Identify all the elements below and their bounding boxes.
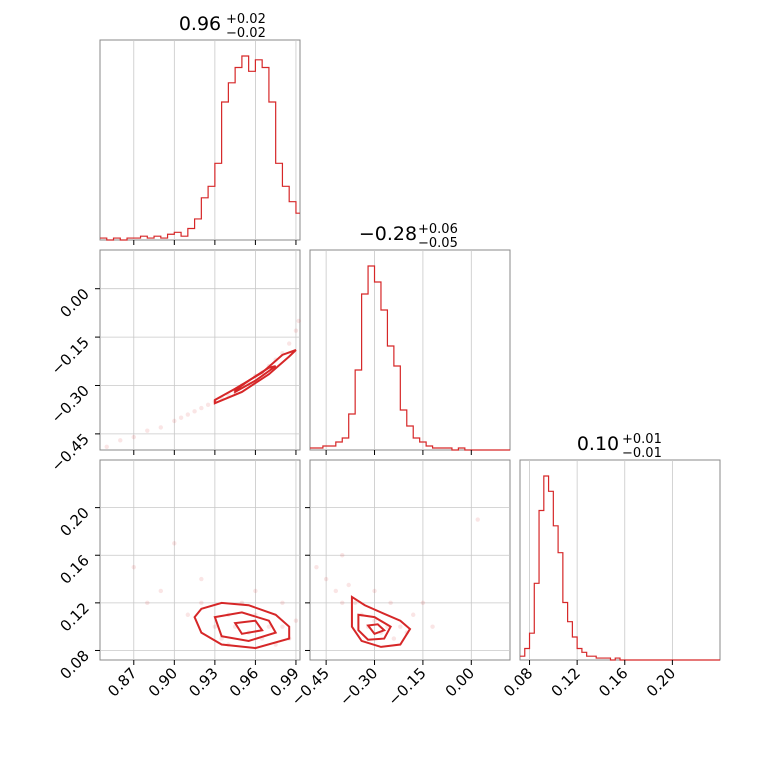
sample-point-1-2-16 bbox=[430, 624, 435, 629]
title-param-2-plus: +0.01 bbox=[622, 432, 662, 447]
sample-point-0-2-21 bbox=[280, 600, 285, 606]
contour-0-2-2 bbox=[233, 619, 264, 635]
sample-point-0-2-5 bbox=[212, 624, 218, 629]
sample-point-1-2-5 bbox=[352, 600, 358, 606]
sample-point-0-1-22 bbox=[286, 341, 292, 346]
x-tick-label-0-1: 0.90 bbox=[145, 664, 181, 700]
sample-point-1-2-17 bbox=[340, 553, 345, 558]
sample-point-0-2-17 bbox=[293, 618, 299, 623]
x-tick-label-0-0: 0.87 bbox=[104, 664, 140, 700]
sample-point-0-1-9 bbox=[199, 405, 204, 411]
x-tick-label-2-1: 0.12 bbox=[548, 664, 584, 700]
x-tick-label-1-2: −0.15 bbox=[384, 664, 429, 709]
plot-layer: 0.87 0.90 0.93 0.96 0.99−0.45 −0.30 −0.15 0.00 0… bbox=[48, 40, 720, 709]
sample-point-0-1-0 bbox=[104, 444, 109, 449]
sample-point-1-2-12 bbox=[398, 624, 403, 629]
y-tick-label-2-2: 0.16 bbox=[56, 551, 92, 587]
title-param-2-minus: −0.01 bbox=[622, 446, 662, 461]
sample-point-0-1-2 bbox=[131, 434, 136, 440]
title-param-2: 0.10 bbox=[577, 433, 619, 455]
sample-point-0-1-24 bbox=[296, 318, 301, 324]
sample-point-0-2-13 bbox=[266, 624, 272, 629]
sample-point-0-2-4 bbox=[199, 600, 204, 606]
sample-point-1-2-2 bbox=[333, 588, 339, 594]
sample-point-0-2-20 bbox=[253, 588, 258, 594]
contour-1-2-0 bbox=[350, 595, 412, 648]
sample-point-0-1-3 bbox=[145, 428, 150, 433]
sample-point-0-1-4 bbox=[158, 425, 164, 430]
sample-point-0-2-6 bbox=[219, 636, 224, 641]
x-tick-label-1-1: −0.30 bbox=[336, 664, 381, 709]
sample-point-0-1-10 bbox=[205, 402, 211, 408]
sample-point-1-2-15 bbox=[420, 600, 426, 606]
sample-point-0-1-8 bbox=[192, 409, 197, 414]
sample-point-0-1-23 bbox=[293, 328, 299, 333]
sample-point-0-2-2 bbox=[158, 588, 164, 594]
sample-point-0-1-7 bbox=[185, 412, 191, 417]
x-tick-label-0-2: 0.93 bbox=[185, 664, 221, 700]
y-tick-label-2-0: 0.08 bbox=[56, 647, 92, 683]
histogram-2 bbox=[520, 475, 720, 661]
sample-point-0-2-0 bbox=[131, 564, 136, 570]
y-tick-label-1-2: −0.15 bbox=[48, 333, 93, 378]
panel-hist-0 bbox=[99, 39, 301, 241]
title-param-0-minus: −0.02 bbox=[226, 26, 266, 41]
sample-point-0-1-5 bbox=[172, 418, 177, 424]
title-param-0: 0.96 bbox=[179, 13, 221, 35]
sample-point-1-2-4 bbox=[346, 582, 351, 588]
sample-point-1-2-14 bbox=[411, 612, 416, 617]
panel-2d-0-1 bbox=[99, 249, 301, 451]
panel-2d-1-2 bbox=[309, 459, 511, 661]
sample-point-1-2-3 bbox=[340, 600, 345, 606]
contour-0-2-1 bbox=[213, 611, 278, 642]
contour-0-1-1 bbox=[234, 365, 277, 394]
sample-point-1-2-19 bbox=[388, 600, 393, 606]
sample-point-1-2-18 bbox=[372, 588, 377, 594]
x-tick-label-2-3: 0.20 bbox=[643, 664, 679, 700]
title-param-1-plus: +0.06 bbox=[418, 222, 458, 237]
contour-0-2-0 bbox=[193, 601, 291, 650]
sample-point-0-2-15 bbox=[280, 624, 285, 629]
title-param-1-minus: −0.05 bbox=[418, 236, 458, 251]
x-tick-label-2-0: 0.08 bbox=[500, 664, 536, 700]
x-tick-label-0-3: 0.96 bbox=[226, 664, 262, 700]
y-tick-label-2-3: 0.20 bbox=[56, 504, 92, 540]
sample-point-1-2-0 bbox=[314, 564, 319, 570]
panel-2d-0-2 bbox=[99, 459, 301, 661]
panel-hist-2 bbox=[519, 459, 721, 661]
y-tick-label-1-1: −0.30 bbox=[48, 382, 93, 427]
sample-point-1-2-11 bbox=[391, 636, 397, 641]
y-tick-label-1-3: 0.00 bbox=[56, 285, 92, 321]
sample-point-1-2-8 bbox=[372, 618, 377, 623]
x-tick-label-1-3: 0.00 bbox=[442, 664, 478, 700]
title-param-0-plus: +0.02 bbox=[226, 12, 266, 27]
y-tick-label-1-0: −0.45 bbox=[48, 430, 93, 475]
sample-point-1-2-1 bbox=[323, 576, 329, 582]
x-tick-label-2-2: 0.16 bbox=[595, 664, 631, 700]
title-param-1: −0.28 bbox=[359, 223, 417, 245]
histogram-1 bbox=[310, 265, 510, 451]
sample-point-1-2-20 bbox=[475, 517, 480, 522]
sample-point-0-2-1 bbox=[145, 600, 150, 606]
y-tick-label-2-1: 0.12 bbox=[56, 599, 92, 635]
sample-point-0-1-1 bbox=[118, 438, 123, 443]
sample-point-0-1-6 bbox=[178, 415, 184, 420]
sample-point-0-2-19 bbox=[199, 576, 204, 582]
contour-0-1-0 bbox=[213, 349, 297, 405]
sample-point-0-2-18 bbox=[172, 541, 177, 546]
contour-1-2-2 bbox=[366, 623, 387, 636]
sample-point-0-2-3 bbox=[185, 612, 191, 617]
histogram-0 bbox=[100, 55, 300, 241]
panel-hist-1 bbox=[309, 249, 511, 451]
contour-1-2-1 bbox=[357, 613, 392, 641]
